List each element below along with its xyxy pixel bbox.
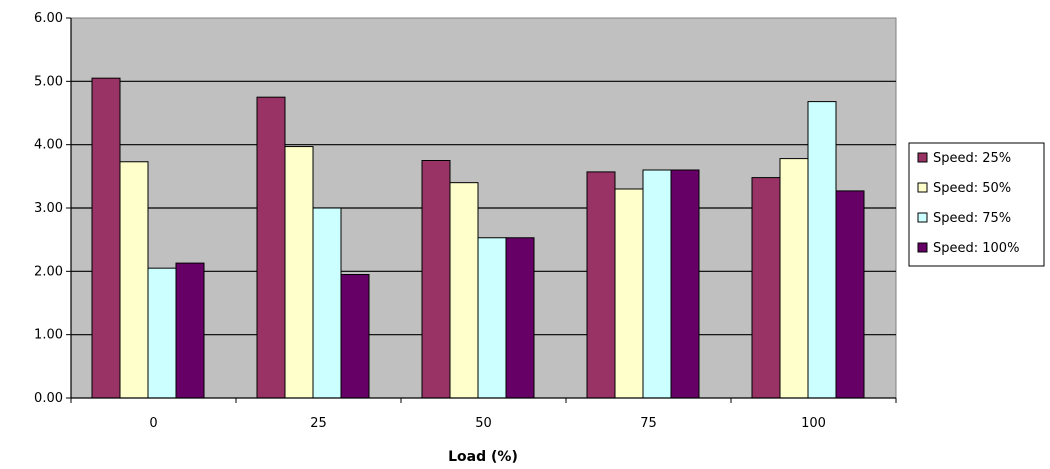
x-tick-label: 100 (801, 416, 826, 431)
y-tick-label: 5.00 (34, 74, 63, 89)
y-tick-label: 3.00 (34, 201, 63, 216)
y-tick-label: 6.00 (34, 11, 63, 26)
x-tick-label: 0 (149, 416, 157, 431)
bar (642, 169, 672, 399)
y-tick-label: 1.00 (34, 328, 63, 343)
bar (147, 267, 177, 399)
legend-swatch (917, 152, 928, 163)
bar (421, 160, 451, 399)
bar (586, 171, 616, 399)
x-tick-label: 25 (310, 416, 327, 431)
bar (779, 158, 809, 399)
bar (340, 274, 370, 399)
bar (449, 182, 479, 399)
bar (477, 237, 507, 399)
y-tick-label: 0.00 (34, 391, 63, 406)
bar (614, 188, 644, 399)
legend-swatch (917, 242, 928, 253)
y-tick-label: 4.00 (34, 138, 63, 153)
axes (66, 17, 897, 403)
legend-swatch (917, 182, 928, 193)
legend-label: Speed: 100% (933, 241, 1019, 256)
x-tick-labels: 0 25 50 75 100 (149, 416, 826, 431)
bar (175, 262, 205, 399)
bar (312, 207, 342, 399)
legend-label: Speed: 75% (933, 211, 1011, 226)
legend-box (908, 142, 1045, 267)
bar (284, 146, 314, 399)
x-axis-title: Load (%) (448, 449, 518, 465)
bar (807, 101, 837, 399)
bar (670, 169, 700, 399)
bar (505, 237, 535, 399)
x-tick-label: 75 (640, 416, 657, 431)
legend-swatch (917, 212, 928, 223)
bar (119, 161, 149, 399)
x-tick-label: 50 (475, 416, 492, 431)
legend: Speed: 25% Speed: 50% Speed: 75% Speed: 100… (908, 142, 1045, 267)
bars (91, 77, 865, 399)
bar (835, 190, 865, 399)
y-tick-label: 2.00 (34, 264, 63, 279)
bar (751, 177, 781, 399)
y-tick-labels: 0.00 1.00 2.00 3.00 4.00 5.00 6.00 (34, 11, 63, 406)
bar (256, 96, 286, 399)
legend-label: Speed: 50% (933, 181, 1011, 196)
legend-label: Speed: 25% (933, 151, 1011, 166)
bar (91, 77, 121, 399)
